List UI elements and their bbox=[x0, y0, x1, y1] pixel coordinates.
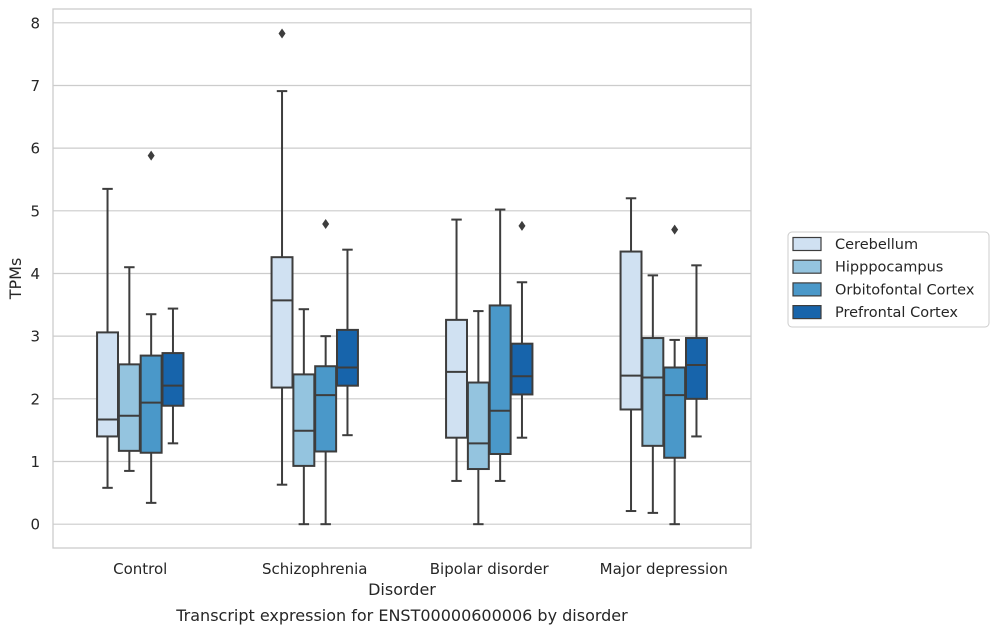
box-body bbox=[117, 363, 141, 452]
y-tick-labels: 0 1 2 3 4 5 6 7 8 bbox=[30, 14, 40, 533]
y-axis-label: TPMs bbox=[6, 258, 25, 301]
box bbox=[663, 224, 687, 526]
y-tick-label: 5 bbox=[30, 202, 40, 220]
box-body bbox=[314, 365, 338, 453]
outlier-point bbox=[278, 28, 286, 39]
box bbox=[466, 310, 490, 526]
box-series bbox=[96, 28, 708, 526]
box-body bbox=[445, 318, 469, 439]
legend-item[interactable]: Cerebellum bbox=[792, 236, 918, 253]
box bbox=[314, 218, 338, 526]
x-tick-label: Bipolar disorder bbox=[430, 560, 550, 578]
box bbox=[139, 150, 163, 504]
outlier-point bbox=[147, 150, 155, 161]
box-body bbox=[335, 328, 359, 387]
box-body bbox=[619, 250, 643, 411]
box-body bbox=[684, 337, 708, 400]
box-body bbox=[510, 342, 534, 396]
x-tick-label: Major depression bbox=[600, 560, 728, 578]
y-tick-label: 3 bbox=[30, 328, 40, 346]
box-body bbox=[292, 373, 316, 467]
box bbox=[510, 220, 534, 439]
box bbox=[684, 264, 708, 438]
y-tick-label: 0 bbox=[30, 516, 40, 534]
y-tick-label: 2 bbox=[30, 390, 40, 408]
box-body bbox=[139, 354, 163, 454]
box bbox=[488, 208, 512, 482]
x-tick-label: Schizophrenia bbox=[262, 560, 367, 578]
legend-swatch bbox=[792, 305, 822, 320]
y-tick-label: 6 bbox=[30, 140, 40, 158]
box bbox=[117, 266, 141, 472]
legend-item[interactable]: Hipppocampus bbox=[792, 259, 943, 276]
legend-label: Orbitofontal Cortex bbox=[835, 282, 975, 298]
plot-frame bbox=[52, 8, 752, 549]
box-body bbox=[96, 331, 120, 438]
legend[interactable]: Cerebellum Hipppocampus Orbitofontal Corte… bbox=[787, 231, 990, 328]
legend-label: Hipppocampus bbox=[835, 260, 943, 276]
x-axis-label: Disorder bbox=[368, 580, 436, 599]
outlier-point bbox=[671, 224, 679, 235]
box-body bbox=[466, 381, 490, 471]
legend-swatch bbox=[792, 259, 822, 274]
y-tick-label: 4 bbox=[30, 265, 40, 283]
x-tick-label: Control bbox=[113, 560, 167, 578]
outlier-point bbox=[518, 220, 526, 231]
x-tick-labels: Control Schizophrenia Bipolar disorder Majo… bbox=[113, 560, 728, 578]
box-body bbox=[663, 366, 687, 459]
box-body bbox=[270, 256, 294, 389]
box bbox=[335, 248, 359, 437]
legend-swatch bbox=[792, 236, 822, 252]
y-tick-label: 8 bbox=[30, 14, 40, 32]
box bbox=[96, 187, 120, 489]
box bbox=[270, 28, 294, 486]
y-tick-label: 7 bbox=[30, 77, 40, 95]
box bbox=[619, 197, 643, 513]
legend-item[interactable]: Prefrontal Cortex bbox=[792, 305, 958, 321]
box-body bbox=[161, 352, 185, 407]
box-body bbox=[488, 304, 512, 455]
legend-swatch bbox=[792, 282, 822, 297]
legend-frame bbox=[787, 231, 990, 328]
legend-label: Prefrontal Cortex bbox=[835, 305, 958, 321]
legend-label: Cerebellum bbox=[835, 237, 918, 253]
box bbox=[292, 308, 316, 526]
box bbox=[161, 307, 185, 445]
box-body bbox=[641, 337, 665, 447]
legend-item[interactable]: Orbitofontal Cortex bbox=[792, 282, 975, 298]
box bbox=[445, 218, 469, 482]
y-tick-label: 1 bbox=[30, 453, 40, 471]
outlier-point bbox=[322, 218, 330, 229]
box bbox=[641, 274, 665, 514]
chart-title: Transcript expression for ENST0000060000… bbox=[175, 606, 628, 625]
